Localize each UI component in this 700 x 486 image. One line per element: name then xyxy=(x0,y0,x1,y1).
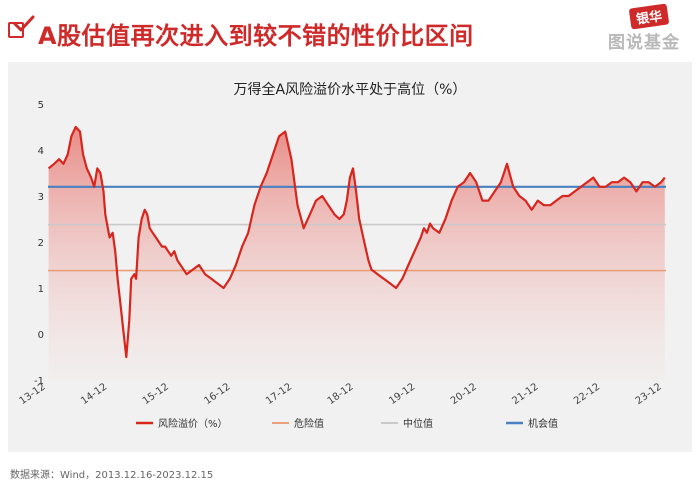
source-note: 数据来源：Wind，2013.12.16-2023.12.15 xyxy=(10,470,214,481)
checkmark-icon xyxy=(13,15,35,32)
x-tick-label: 22-12 xyxy=(572,381,602,407)
legend-item-1: 风险溢价（%） xyxy=(136,417,228,430)
x-tick-label: 17-12 xyxy=(264,381,294,407)
brand-logo: 银华 图说基金 xyxy=(604,3,696,56)
legend-label: 中位值 xyxy=(403,417,433,430)
y-tick-label: 1 xyxy=(38,284,44,295)
chart-title: 万得全A风险溢价水平处于高位（%） xyxy=(233,82,467,98)
legend-label: 危险值 xyxy=(294,417,324,430)
x-tick-label: 16-12 xyxy=(202,381,232,407)
legend-item-3: 中位值 xyxy=(381,417,433,430)
x-tick-label: 19-12 xyxy=(387,381,417,407)
legend-item-2: 危险值 xyxy=(272,417,324,430)
x-tick-label: 23-12 xyxy=(634,381,664,407)
x-tick-label: 20-12 xyxy=(449,381,479,407)
series-line xyxy=(47,125,666,359)
x-tick-label: 18-12 xyxy=(326,381,356,407)
x-tick-label: 21-12 xyxy=(510,381,540,407)
y-tick-label: 5 xyxy=(38,100,44,111)
brand-bottom-label: 图说基金 xyxy=(608,33,680,53)
legend-item-4: 机会值 xyxy=(506,417,558,430)
legend-label: 机会值 xyxy=(528,417,558,430)
x-tick-label: 13-12 xyxy=(18,381,48,407)
y-tick-label: 2 xyxy=(38,238,44,249)
y-tick-label: 0 xyxy=(38,330,44,341)
x-tick-label: 15-12 xyxy=(141,381,171,407)
y-tick-label: 4 xyxy=(38,146,44,157)
x-tick-label: 14-12 xyxy=(79,381,109,407)
legend-label: 风险溢价（%） xyxy=(158,417,228,430)
y-tick-label: 3 xyxy=(38,192,44,203)
header: A股估值再次进入到较不错的性价比区间 银华 图说基金 xyxy=(0,0,700,58)
series-area xyxy=(48,127,665,380)
page-title: A股估值再次进入到较不错的性价比区间 xyxy=(38,22,474,50)
y-tick-label: -1 xyxy=(34,376,44,387)
